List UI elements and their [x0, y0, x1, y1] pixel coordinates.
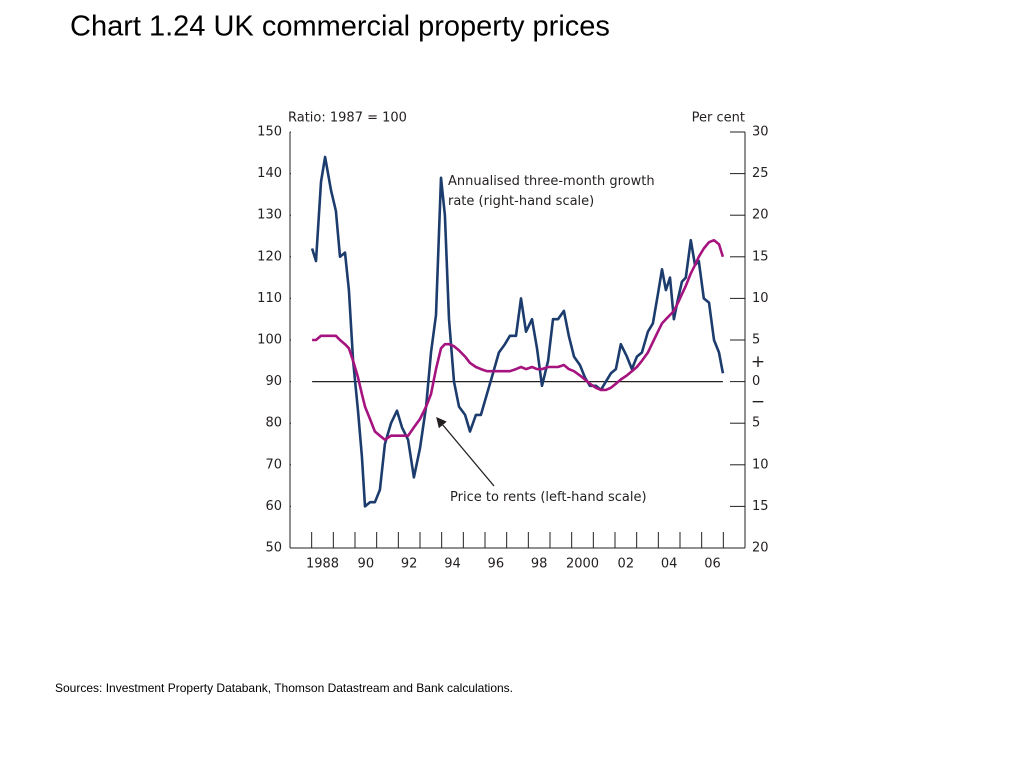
- y2-tick-label: 0: [752, 374, 760, 389]
- series-annotation: Price to rents (left-hand scale): [450, 490, 647, 505]
- x-tick-label: 1988: [306, 557, 339, 572]
- y2-tick-label: 15: [752, 499, 769, 514]
- y2-tick-label: 10: [752, 291, 769, 306]
- x-tick-label: 98: [531, 557, 548, 572]
- annotation-arrow: [436, 417, 495, 487]
- sign-label: −: [751, 392, 765, 412]
- y2-tick-label: 5: [752, 416, 760, 431]
- y-tick-label: 120: [257, 249, 282, 264]
- x-tick-label: 06: [704, 557, 721, 572]
- series-line: [312, 238, 725, 442]
- sign-label: +: [751, 352, 765, 372]
- y2-axis-label: Per cent: [692, 111, 745, 126]
- y-tick-label: 140: [257, 166, 282, 181]
- series-annotation: Annualised three-month growth rate (righ…: [448, 174, 655, 209]
- x-tick-label: 2000: [566, 557, 599, 572]
- series-line: [310, 155, 725, 508]
- y-tick-label: 90: [265, 374, 282, 389]
- y-tick-label: 100: [257, 333, 282, 348]
- y2-tick-label: 20: [752, 208, 769, 223]
- y-tick-label: 110: [257, 291, 282, 306]
- x-tick-label: 02: [618, 557, 635, 572]
- sources: Sources: Investment Property Databank, T…: [55, 681, 513, 695]
- x-tick-label: 94: [444, 557, 461, 572]
- y-tick-label: 70: [265, 457, 282, 472]
- y2-tick-label: 5: [752, 333, 760, 348]
- y-axis-label: Ratio: 1987 = 100: [288, 111, 407, 126]
- y2-tick-label: 10: [752, 457, 769, 472]
- y-tick-label: 50: [265, 541, 282, 556]
- y-tick-label: 130: [257, 208, 282, 223]
- annotation-box: Annualised three-month growth rate (righ…: [448, 174, 655, 209]
- x-tick-label: 96: [488, 557, 505, 572]
- x-tick-label: 90: [358, 557, 375, 572]
- annotation-box: Price to rents (left-hand scale): [450, 490, 647, 505]
- y-tick-label: 60: [265, 499, 282, 514]
- y2-tick-label: 15: [752, 249, 769, 264]
- y-tick-label: 80: [265, 416, 282, 431]
- x-tick-label: 04: [661, 557, 678, 572]
- y-tick-label: 150: [257, 125, 282, 140]
- y2-tick-label: 25: [752, 166, 769, 181]
- x-tick-label: 92: [401, 557, 418, 572]
- y2-tick-label: 20: [752, 541, 769, 556]
- y2-tick-label: 30: [752, 125, 769, 140]
- chart-title: Chart 1.24 UK commercial property prices: [70, 11, 610, 43]
